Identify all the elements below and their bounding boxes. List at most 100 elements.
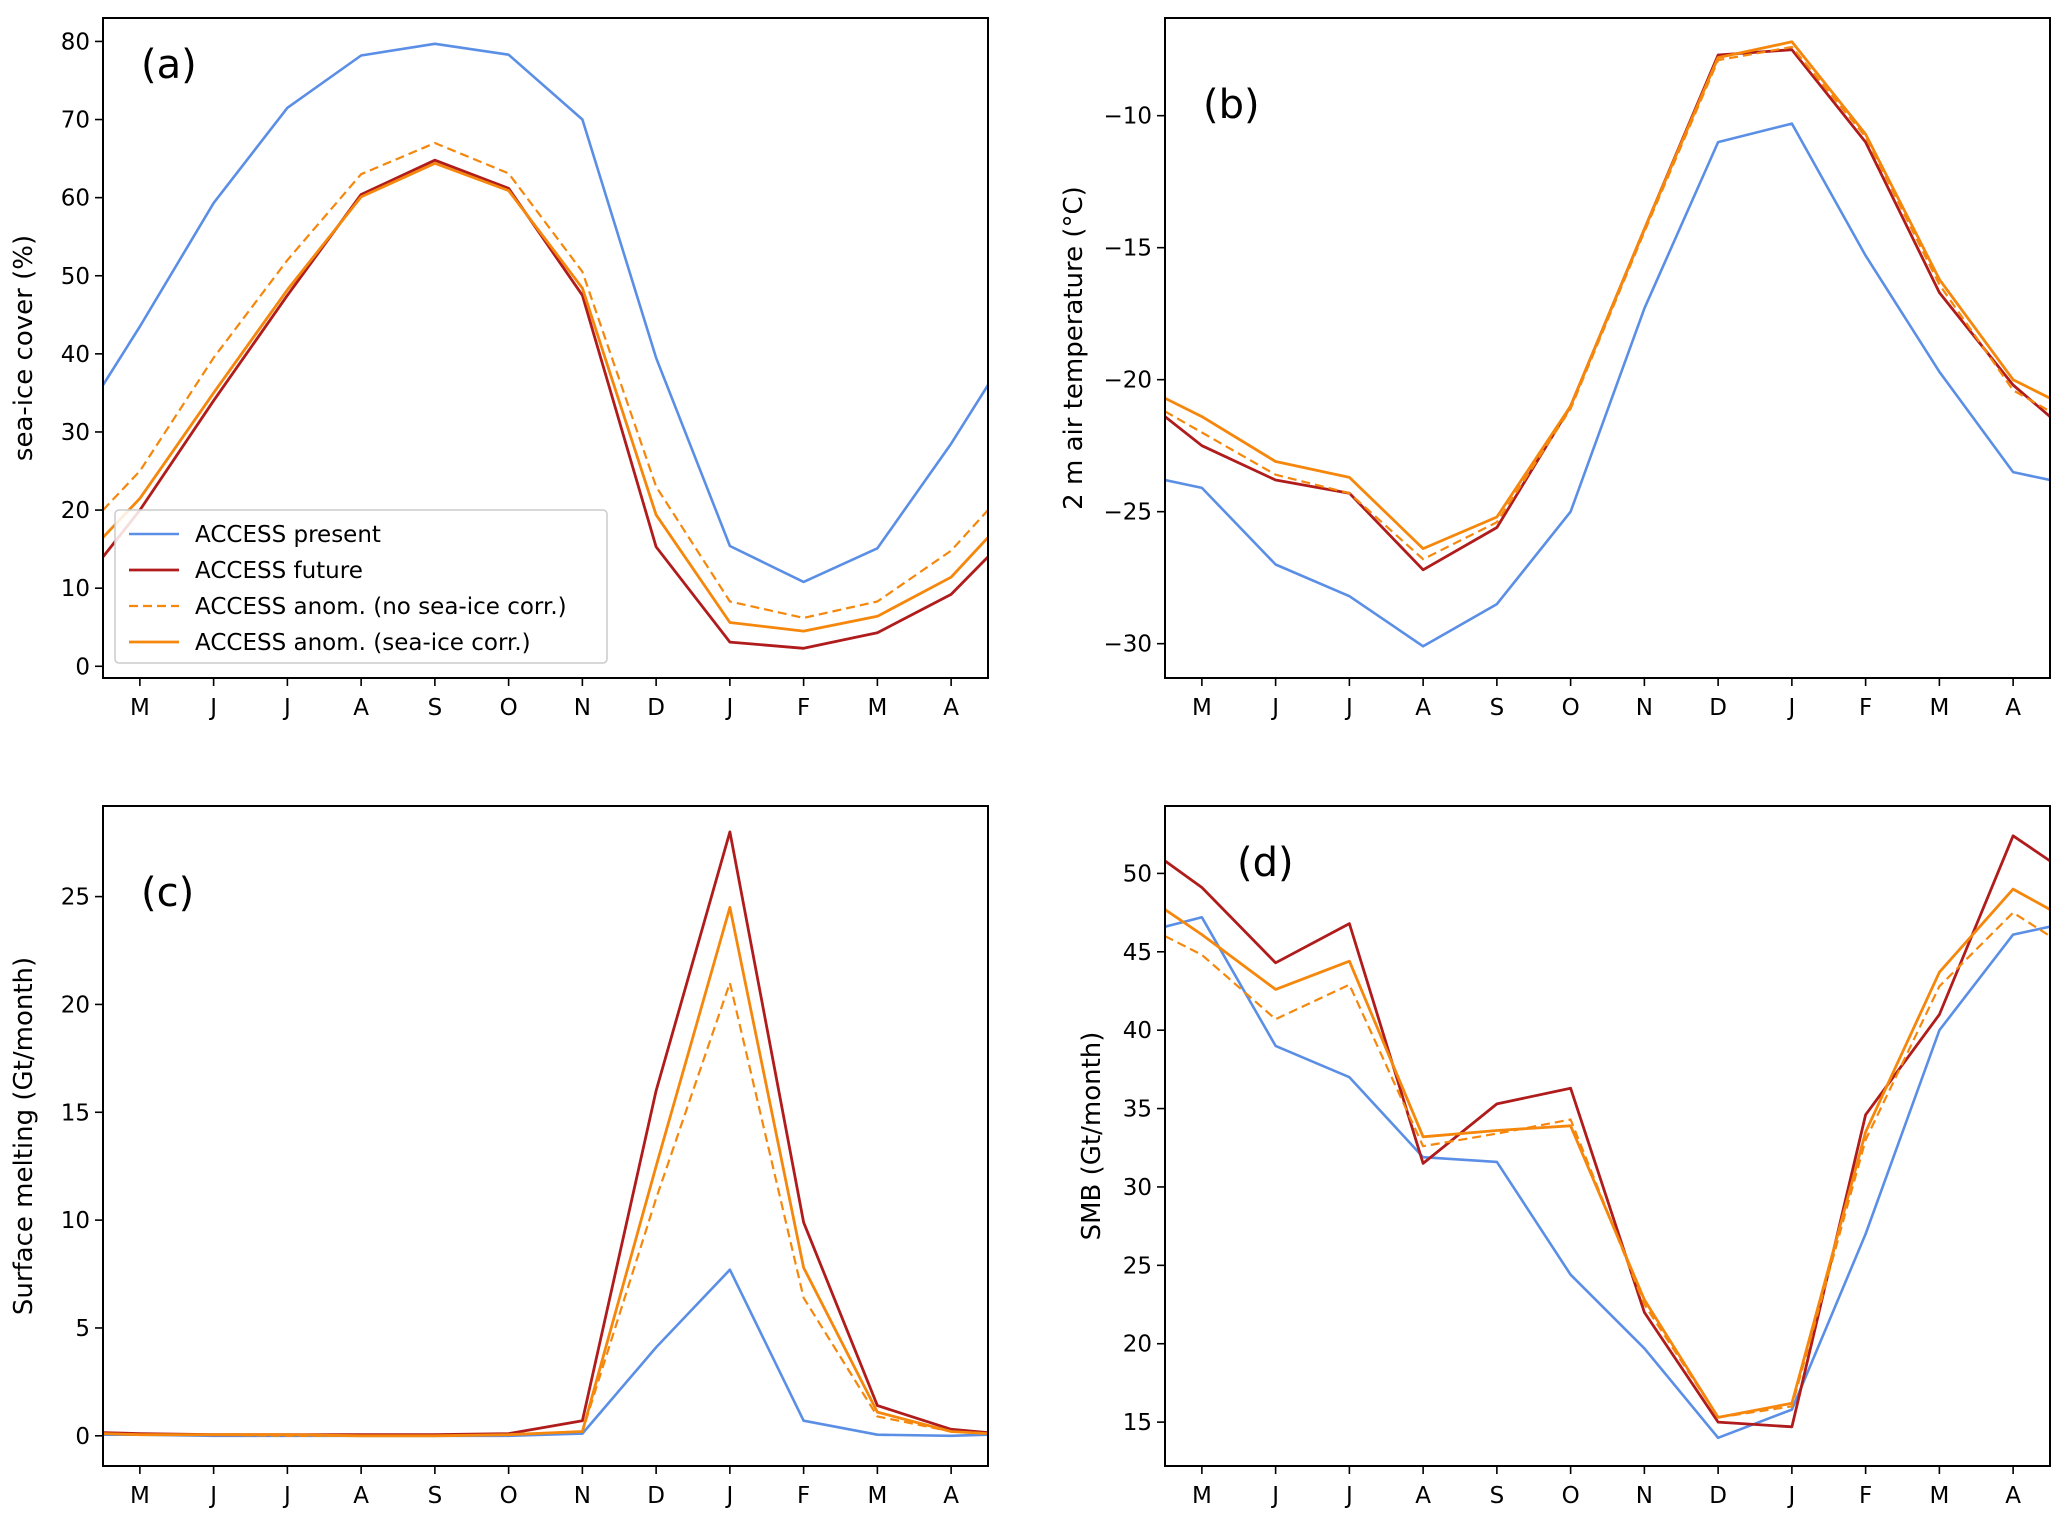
x-tick-label-b-8: J <box>1786 695 1795 721</box>
x-tick-label-c-3: A <box>353 1483 369 1509</box>
x-tick-label-a-1: J <box>208 695 217 721</box>
series-group-a <box>103 42 988 650</box>
x-tick-label-a-10: M <box>867 695 887 721</box>
y-tick-label-c-5: 5 <box>75 1316 90 1342</box>
series-line-present-b <box>1165 122 2050 648</box>
x-tick-label-d-11: A <box>2005 1483 2021 1509</box>
axes-frame-c <box>102 805 989 1467</box>
x-tick-label-d-9: F <box>1859 1483 1872 1509</box>
x-tick-label-b-6: N <box>1636 695 1653 721</box>
series-line-present-a <box>103 42 988 584</box>
y-tick-label-a-70: 70 <box>61 108 90 134</box>
series-line-anom-corr-a <box>103 161 988 633</box>
series-group-d <box>1165 834 2050 1440</box>
y-tick-label-d-20: 20 <box>1123 1332 1152 1358</box>
x-tick-label-a-8: J <box>724 695 733 721</box>
legend-label-anom-corr: ACCESS anom. (sea-ice corr.) <box>195 630 531 656</box>
x-tick-label-c-11: A <box>943 1483 959 1509</box>
x-tick-label-d-5: O <box>1562 1483 1580 1509</box>
y-tick-label-a-30: 30 <box>61 420 90 446</box>
axes-frame-d <box>1164 805 2051 1467</box>
x-tick-label-b-9: F <box>1859 695 1872 721</box>
y-tick-label-c-0: 0 <box>75 1424 90 1450</box>
x-tick-label-a-5: O <box>500 695 518 721</box>
x-tick-label-d-7: D <box>1709 1483 1727 1509</box>
x-tick-label-a-9: F <box>797 695 810 721</box>
x-tick-label-a-6: N <box>574 695 591 721</box>
series-line-anom-corr-c <box>103 906 988 1438</box>
y-tick-label-b--15: −15 <box>1103 236 1152 262</box>
legend-label-anom-no-corr: ACCESS anom. (no sea-ice corr.) <box>195 594 567 620</box>
y-tick-label-b--10: −10 <box>1103 104 1152 130</box>
x-tick-label-a-2: J <box>282 695 291 721</box>
x-tick-label-a-7: D <box>647 695 665 721</box>
x-tick-label-a-11: A <box>943 695 959 721</box>
y-tick-label-d-50: 50 <box>1123 861 1152 887</box>
x-tick-label-b-2: J <box>1344 695 1353 721</box>
x-tick-label-b-11: A <box>2005 695 2021 721</box>
y-axis-label-d: SMB (Gt/month) <box>1077 1032 1107 1241</box>
x-tick-label-c-1: J <box>208 1483 217 1509</box>
panel-d: M J J A S O N D J F M A 15 20 25 30 35 40 45 50 SMB (Gt/mont… <box>1077 805 2051 1509</box>
series-line-present-d <box>1165 915 2050 1440</box>
x-tick-label-c-8: J <box>724 1483 733 1509</box>
panel-b: M J J A S O N D J F M A −30 −25 −20 −15 −10 2 m air tempe… <box>1059 17 2051 721</box>
y-tick-label-d-45: 45 <box>1123 940 1152 966</box>
axes-frame-a <box>102 17 989 679</box>
x-tick-label-d-3: A <box>1415 1483 1431 1509</box>
series-line-anom-no-corr-b <box>1165 45 2050 561</box>
x-tick-label-d-0: M <box>1192 1483 1212 1509</box>
y-tick-label-a-20: 20 <box>61 498 90 524</box>
y-tick-label-d-30: 30 <box>1123 1175 1152 1201</box>
x-tick-label-b-1: J <box>1270 695 1279 721</box>
legend-box <box>114 509 608 664</box>
legend-label-present: ACCESS present <box>195 522 381 548</box>
x-tick-label-b-5: O <box>1562 695 1580 721</box>
x-tick-label-a-4: S <box>428 695 443 721</box>
x-tick-label-d-4: S <box>1490 1483 1505 1509</box>
y-tick-label-c-10: 10 <box>61 1208 90 1234</box>
panel-a: M J J A S O N D J F M A 0 10 20 30 40 50 60 70 80 sea-ice cov… <box>9 17 989 721</box>
y-tick-label-a-10: 10 <box>61 576 90 602</box>
y-tick-label-c-15: 15 <box>61 1100 90 1126</box>
x-tick-label-d-1: J <box>1270 1483 1279 1509</box>
panel-c: M J J A S O N D J F M A 0 5 10 15 20 25 Surface melting (G… <box>9 805 989 1509</box>
y-tick-label-d-40: 40 <box>1123 1018 1152 1044</box>
y-axis-label-c: Surface melting (Gt/month) <box>9 957 39 1315</box>
x-tick-label-c-2: J <box>282 1483 291 1509</box>
y-tick-label-a-60: 60 <box>61 186 90 212</box>
panel-label-a: (a) <box>141 42 197 88</box>
x-tick-label-d-2: J <box>1344 1483 1353 1509</box>
series-line-future-a <box>103 158 988 650</box>
panel-label-b: (b) <box>1203 82 1260 128</box>
y-tick-label-a-0: 0 <box>75 654 90 680</box>
x-tick-label-b-7: D <box>1709 695 1727 721</box>
y-tick-label-d-15: 15 <box>1123 1410 1152 1436</box>
x-tick-label-c-4: S <box>428 1483 443 1509</box>
axes-frame-b <box>1164 17 2051 679</box>
y-tick-label-d-25: 25 <box>1123 1253 1152 1279</box>
y-tick-label-c-25: 25 <box>61 885 90 911</box>
x-tick-label-d-8: J <box>1786 1483 1795 1509</box>
x-tick-label-c-9: F <box>797 1483 810 1509</box>
series-line-future-b <box>1165 48 2050 572</box>
series-line-future-d <box>1165 834 2050 1429</box>
x-tick-label-d-10: M <box>1929 1483 1949 1509</box>
legend-label-future: ACCESS future <box>195 558 363 584</box>
legend: ACCESS present ACCESS future ACCESS anom. … <box>114 509 608 664</box>
series-line-anom-no-corr-d <box>1165 911 2050 1419</box>
series-line-anom-corr-d <box>1165 887 2050 1419</box>
y-tick-label-a-80: 80 <box>61 29 90 55</box>
y-tick-label-c-20: 20 <box>61 992 90 1018</box>
x-tick-label-c-7: D <box>647 1483 665 1509</box>
panel-label-d: (d) <box>1237 840 1294 886</box>
y-tick-label-b--30: −30 <box>1103 632 1152 658</box>
y-axis-label-b: 2 m air temperature (°C) <box>1059 186 1089 510</box>
x-tick-label-a-0: M <box>130 695 150 721</box>
x-tick-label-b-10: M <box>1929 695 1949 721</box>
series-group-c <box>103 830 988 1438</box>
y-tick-label-b--20: −20 <box>1103 368 1152 394</box>
y-tick-label-a-40: 40 <box>61 342 90 368</box>
x-tick-label-b-4: S <box>1490 695 1505 721</box>
